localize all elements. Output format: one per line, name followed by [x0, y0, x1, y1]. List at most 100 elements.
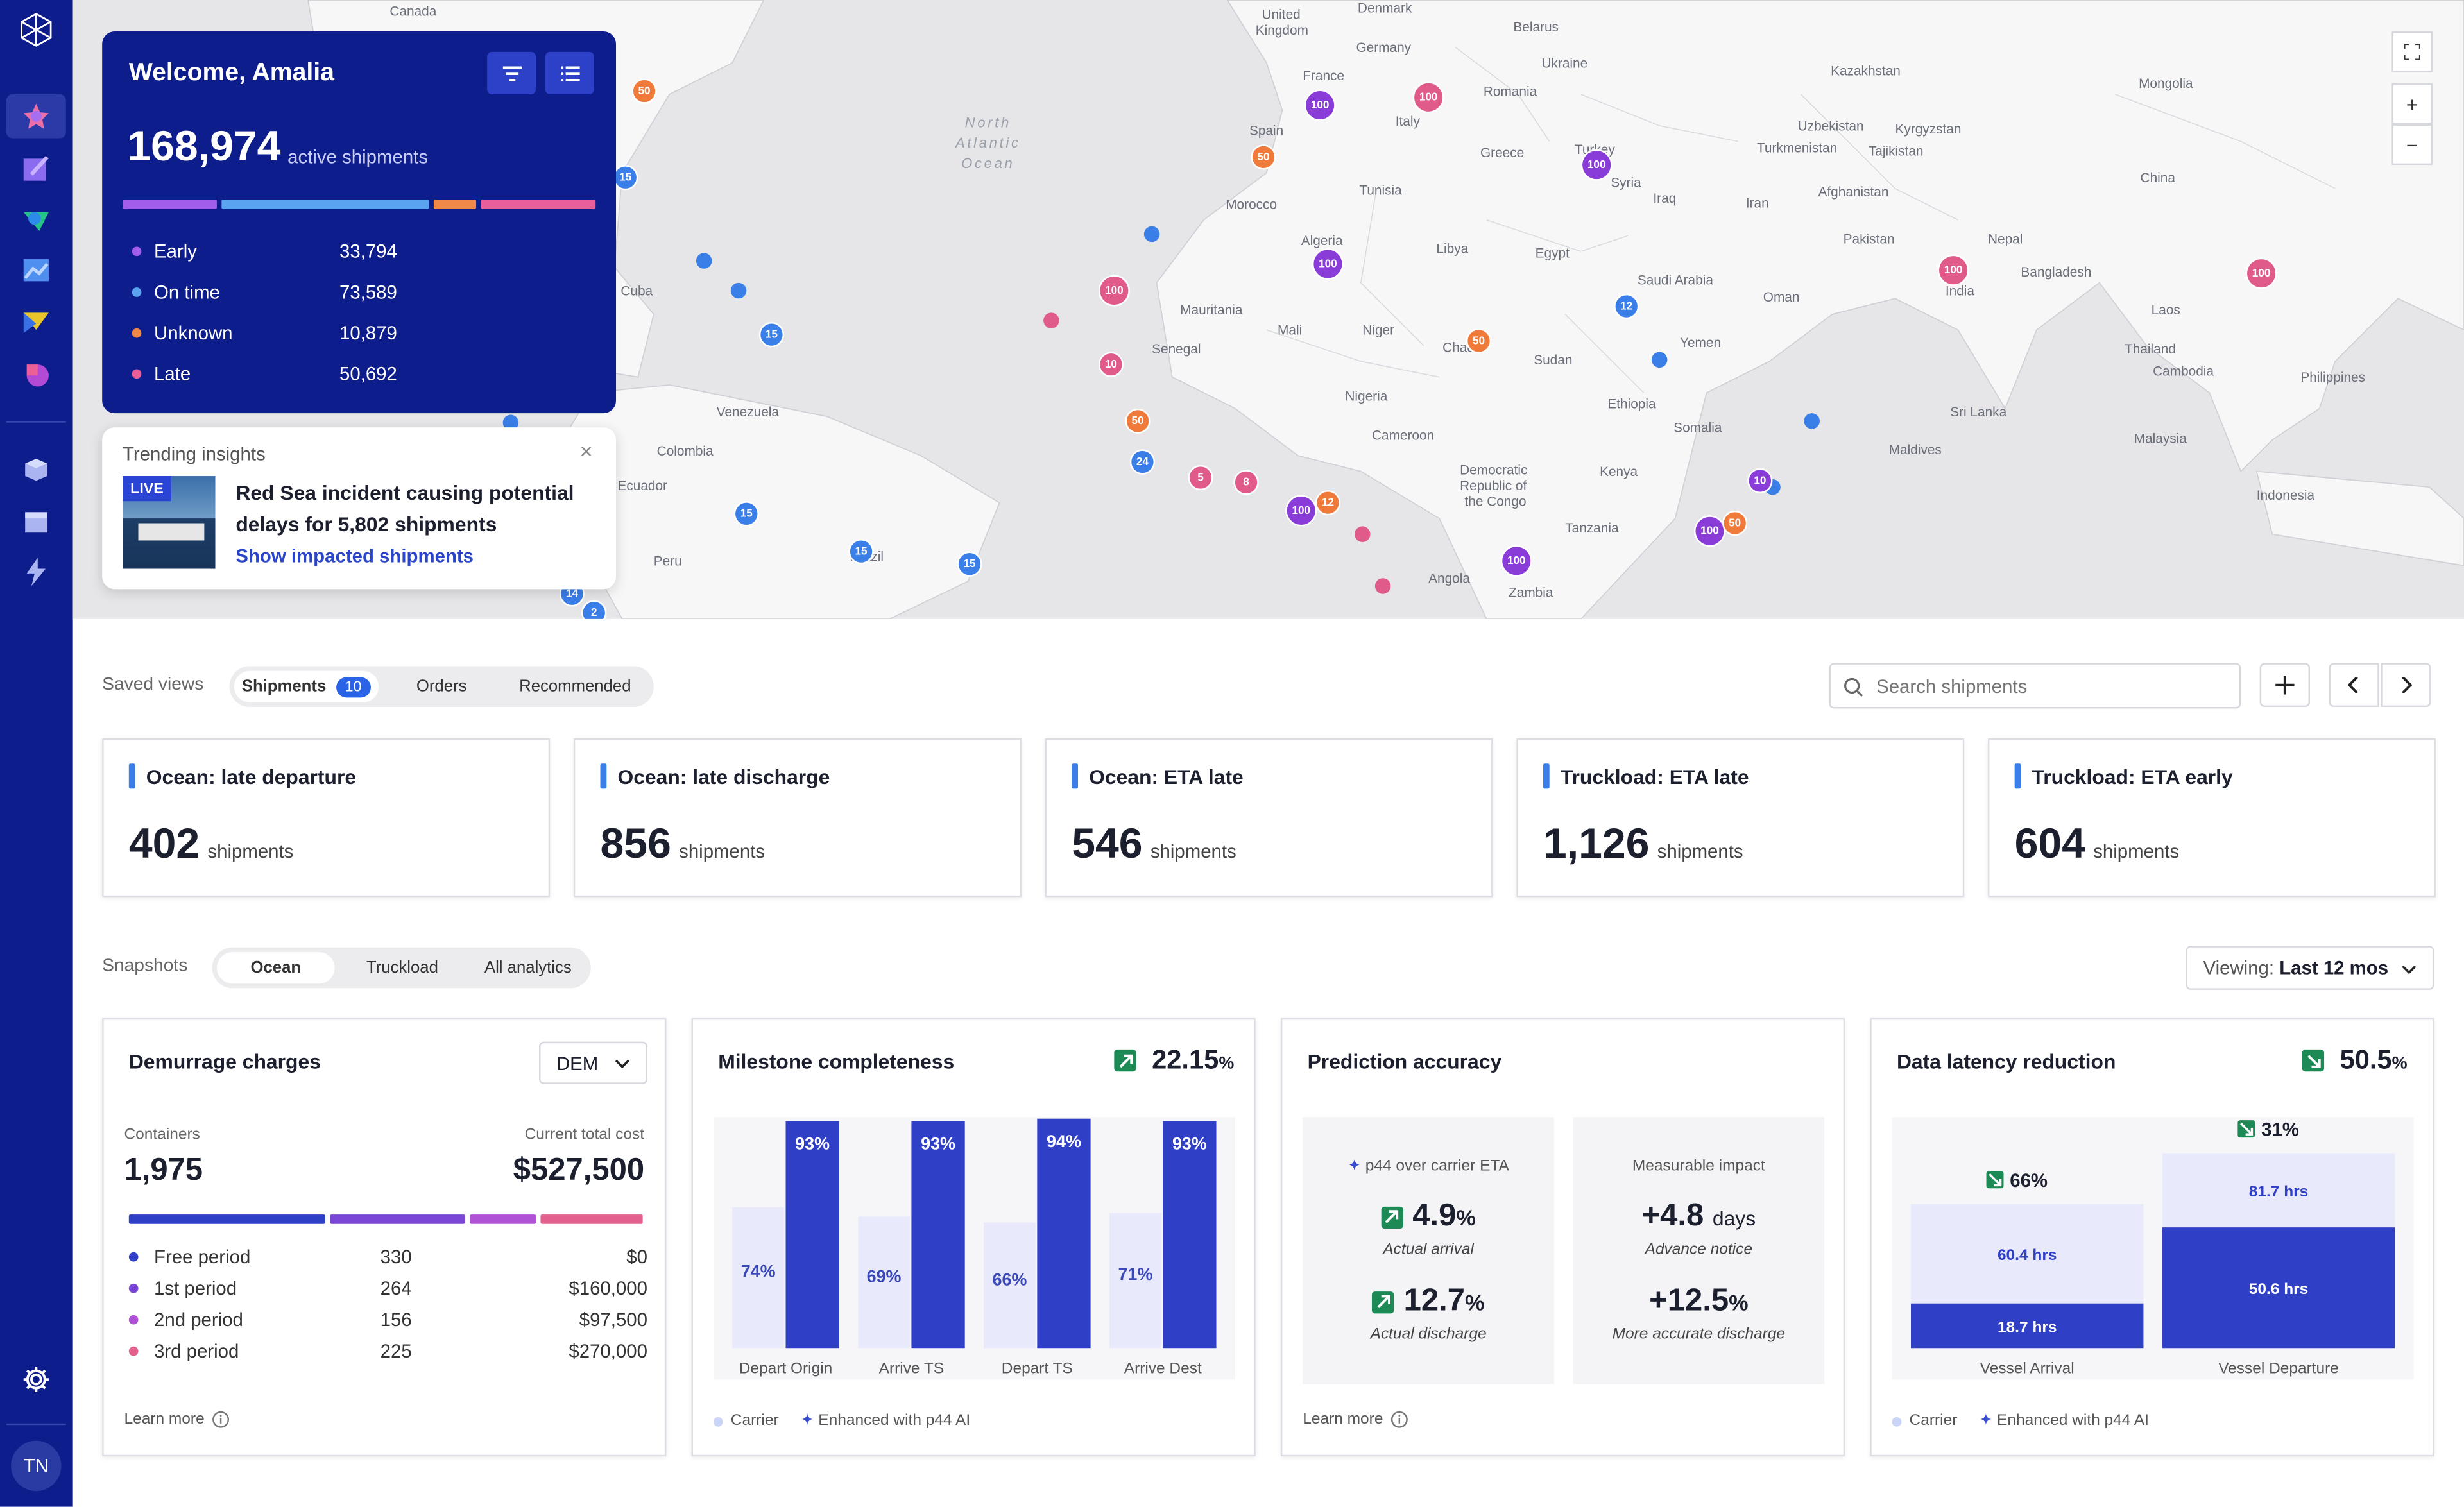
- map-location-dot[interactable]: [730, 282, 747, 299]
- tab-orders[interactable]: Orders: [416, 677, 467, 696]
- viewing-period-select[interactable]: Viewing: Last 12 mos: [2186, 946, 2434, 990]
- welcome-card: Welcome, Amalia 168,974 active shipments…: [102, 31, 617, 414]
- search-box[interactable]: [1829, 663, 2241, 709]
- nav-analytics-icon[interactable]: [19, 253, 53, 287]
- learn-more-link[interactable]: Learn more: [1303, 1411, 1408, 1428]
- zoom-in-button[interactable]: +: [2391, 83, 2433, 124]
- map-label: Senegal: [1152, 341, 1201, 357]
- status-row[interactable]: Unknown: [132, 322, 233, 344]
- map-label: Turkmenistan: [1756, 139, 1838, 156]
- map-label: Iraq: [1653, 190, 1677, 206]
- map-cluster-marker[interactable]: 100: [1285, 495, 1317, 527]
- calendar-icon[interactable]: [19, 504, 53, 539]
- map-cluster-marker[interactable]: 100: [1500, 545, 1532, 577]
- enhanced-bar: [1163, 1121, 1217, 1349]
- next-button[interactable]: [2381, 663, 2431, 708]
- period-cost: $160,000: [569, 1277, 647, 1300]
- map-location-dot[interactable]: [1804, 413, 1820, 429]
- map-location-dot[interactable]: [1143, 226, 1160, 243]
- tab-truckload[interactable]: Truckload: [366, 958, 438, 978]
- nav-tracking-icon[interactable]: [19, 203, 53, 237]
- charge-type-select[interactable]: DEM: [539, 1041, 647, 1084]
- status-label: Early: [154, 240, 197, 262]
- trend-down-icon: [2237, 1120, 2255, 1138]
- map-location-dot[interactable]: [1355, 526, 1371, 542]
- map-cluster-marker[interactable]: 100: [1098, 275, 1130, 307]
- map-cluster-marker[interactable]: 50: [1251, 144, 1276, 170]
- advance-value: +4.8: [1641, 1198, 1704, 1234]
- view-card[interactable]: Ocean: late discharge 856 shipments: [573, 738, 1022, 898]
- fullscreen-icon[interactable]: [2391, 31, 2433, 72]
- settings-gear-icon[interactable]: [19, 1362, 53, 1397]
- nav-orders-icon[interactable]: [19, 151, 53, 185]
- map-cluster-marker[interactable]: 10: [1747, 468, 1773, 493]
- map-cluster-marker[interactable]: 12: [1315, 490, 1340, 516]
- view-card[interactable]: Ocean: late departure 402 shipments: [102, 738, 551, 898]
- map-cluster-marker[interactable]: 100: [1304, 89, 1336, 121]
- map-cluster-marker[interactable]: 100: [1412, 81, 1444, 114]
- map-cluster-marker[interactable]: 10: [1098, 352, 1124, 377]
- tab-shipments[interactable]: Shipments 10: [234, 670, 379, 702]
- status-dot: [132, 287, 142, 297]
- map-cluster-marker[interactable]: 24: [1129, 449, 1156, 475]
- tab-all-analytics[interactable]: All analytics: [484, 958, 572, 978]
- nav-inventory-icon[interactable]: [19, 452, 53, 487]
- tab-recommended[interactable]: Recommended: [519, 677, 631, 696]
- lightning-icon[interactable]: [19, 554, 53, 589]
- zoom-out-button[interactable]: −: [2391, 124, 2433, 166]
- chevron-down-icon: [615, 1059, 629, 1069]
- carrier-dot: [713, 1416, 723, 1426]
- status-row[interactable]: On time: [132, 281, 220, 303]
- map-cluster-marker[interactable]: 2: [581, 600, 607, 619]
- trend-up-icon: [1114, 1049, 1136, 1072]
- map-label: China: [2140, 169, 2175, 185]
- map-cluster-marker[interactable]: 15: [758, 322, 785, 348]
- close-icon[interactable]: ×: [579, 438, 593, 464]
- view-card[interactable]: Truckload: ETA early 604 shipments: [1987, 738, 2436, 898]
- map-label: Bangladesh: [2021, 264, 2092, 280]
- map-location-dot[interactable]: [1043, 312, 1059, 328]
- map-cluster-marker[interactable]: 15: [733, 501, 759, 527]
- map-cluster-marker[interactable]: 15: [957, 551, 982, 577]
- map-cluster-marker[interactable]: 100: [2245, 257, 2277, 289]
- map-cluster-marker[interactable]: 50: [1466, 328, 1492, 354]
- tab-ocean[interactable]: Ocean: [216, 952, 335, 984]
- map-cluster-marker[interactable]: 100: [1694, 515, 1726, 547]
- map-location-dot[interactable]: [1374, 578, 1391, 594]
- map-cluster-marker[interactable]: 15: [848, 539, 874, 565]
- view-card[interactable]: Ocean: ETA late 546 shipments: [1045, 738, 1493, 898]
- add-view-button[interactable]: [2259, 663, 2311, 708]
- show-impacted-link[interactable]: Show impacted shipments: [235, 545, 474, 568]
- map-cluster-marker[interactable]: 50: [1125, 408, 1151, 434]
- view-unit: shipments: [2093, 840, 2180, 863]
- map-label: the Congo: [1464, 493, 1527, 509]
- map-cluster-marker[interactable]: 100: [1937, 254, 1969, 286]
- map-cluster-marker[interactable]: 5: [1188, 464, 1213, 491]
- nav-insights-icon[interactable]: [19, 357, 53, 391]
- learn-more-link[interactable]: Learn more: [124, 1411, 230, 1428]
- map-cluster-marker[interactable]: 15: [613, 165, 638, 191]
- user-avatar[interactable]: TN: [11, 1440, 62, 1492]
- status-row[interactable]: Early: [132, 241, 197, 262]
- filter-button[interactable]: [487, 51, 536, 94]
- map-location-dot[interactable]: [1651, 352, 1668, 368]
- map-cluster-marker[interactable]: 50: [631, 78, 657, 104]
- map-location-dot[interactable]: [696, 253, 712, 269]
- map-label: United: [1262, 6, 1301, 22]
- status-row[interactable]: Late: [132, 363, 191, 385]
- prev-button[interactable]: [2329, 663, 2379, 708]
- map-cluster-marker[interactable]: 100: [1580, 149, 1613, 181]
- map-cluster-marker[interactable]: 8: [1233, 470, 1259, 495]
- logo-icon[interactable]: [19, 13, 53, 47]
- view-count: 402: [128, 820, 200, 867]
- list-view-button[interactable]: [545, 51, 594, 94]
- map-cluster-marker[interactable]: 100: [1312, 248, 1344, 280]
- search-input[interactable]: [1876, 672, 2222, 701]
- view-card[interactable]: Truckload: ETA late 1,126 shipments: [1516, 738, 1965, 898]
- saved-views-tabs: Shipments 10 Orders Recommended: [229, 666, 654, 708]
- map-cluster-marker[interactable]: 12: [1614, 293, 1639, 319]
- map-cluster-marker[interactable]: 50: [1722, 510, 1748, 536]
- nav-exceptions-icon[interactable]: [19, 305, 53, 339]
- nav-home-icon[interactable]: [6, 94, 66, 139]
- status-distribution-bar: [123, 200, 596, 209]
